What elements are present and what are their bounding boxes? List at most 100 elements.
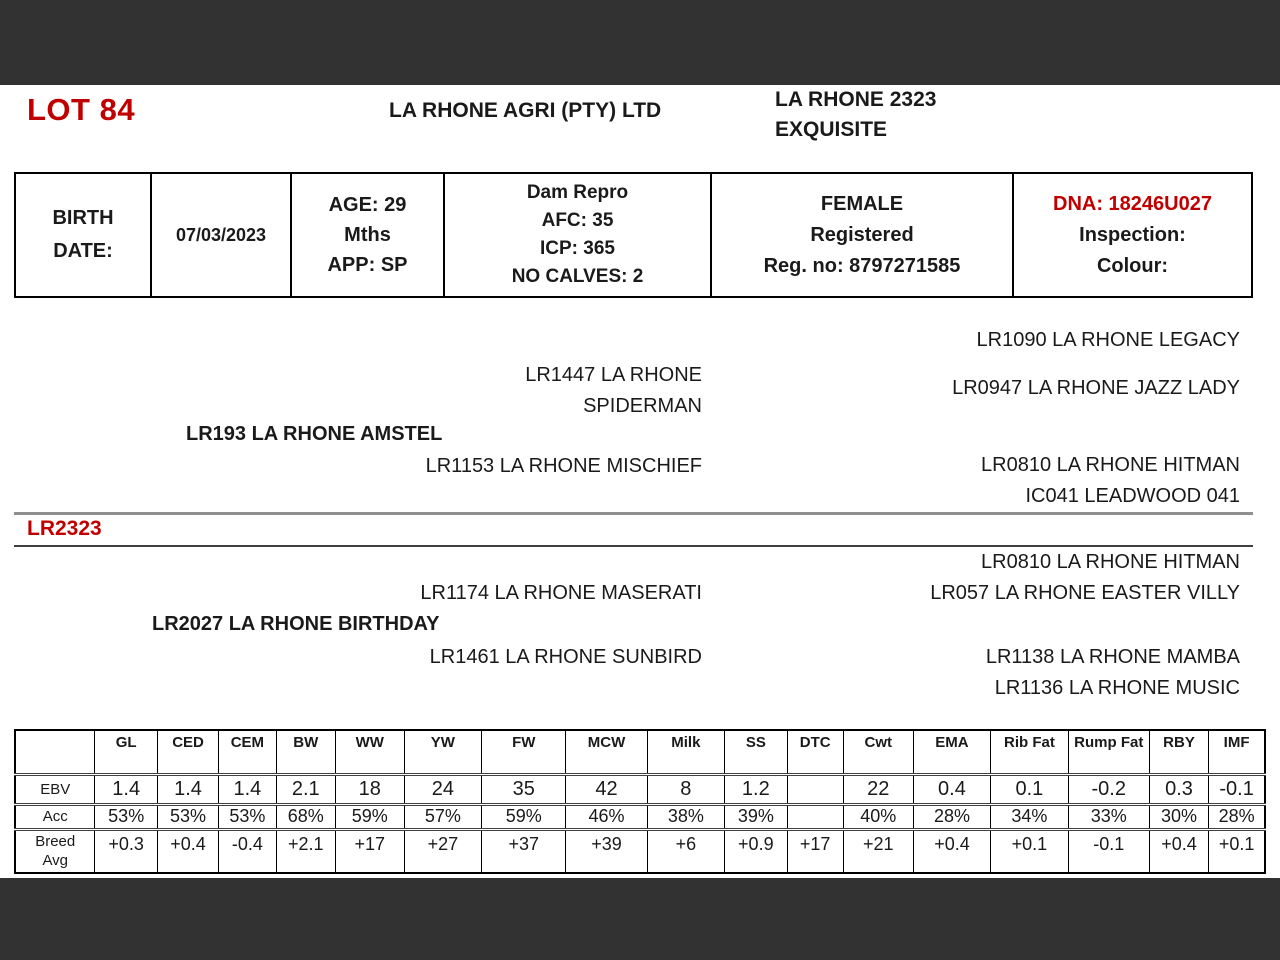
ebv-value-cell: 53% — [218, 802, 277, 829]
ebv-value-cell: 40% — [842, 802, 914, 829]
dam-repro-calves: NO CALVES: 2 — [511, 266, 644, 287]
inspection-label: Inspection: — [1079, 223, 1186, 246]
ebv-column-header: MCW — [565, 730, 648, 774]
ebv-column-header: Rump Fat — [1067, 730, 1150, 774]
dna-cell: DNA: 18246U027 Inspection: Colour: — [1012, 172, 1253, 298]
birth-date-value-cell: 07/03/2023 — [150, 172, 292, 298]
ebv-value-cell: 1.2 — [724, 772, 788, 804]
ebv-row: EBV 1.4 1.4 1.4 2.1 18 24 35 42 8 1.2 22 0.4 0.1 -0.2 0… — [14, 772, 1266, 804]
ebv-value-cell: +0.4 — [156, 827, 220, 873]
age-cell: AGE: 29 Mths APP: SP — [290, 172, 445, 298]
ebv-value-cell: +0.4 — [912, 827, 992, 873]
ebv-corner-cell — [14, 730, 96, 774]
ebv-column-header: Rib Fat — [990, 730, 1069, 774]
ebv-column-header: RBY — [1148, 730, 1210, 774]
ebv-value-cell: 53% — [94, 802, 158, 829]
animal-name: LA RHONE 2323 EXQUISITE — [775, 85, 936, 145]
bottom-band — [0, 878, 1280, 960]
ebv-value-cell: -0.1 — [1067, 827, 1150, 873]
ebv-column-header: EMA — [912, 730, 992, 774]
ebv-value-cell: +0.3 — [94, 827, 158, 873]
pedigree-dam-dam-dam: LR1136 LA RHONE MUSIC — [994, 677, 1240, 699]
ebv-column-header: WW — [334, 730, 405, 774]
subject-divider-top — [14, 512, 1253, 515]
pedigree-dam-sire-dam: LR057 LA RHONE EASTER VILLY — [930, 582, 1240, 604]
sex-value: FEMALE — [820, 192, 904, 215]
colour-label: Colour: — [1096, 254, 1169, 277]
ebv-value-cell: +0.4 — [1148, 827, 1210, 873]
animal-name-line1: LA RHONE 2323 — [775, 88, 937, 111]
pedigree-subject-id: LR2323 — [27, 517, 102, 540]
ebv-value-cell: +0.9 — [724, 827, 788, 873]
age-line1: AGE: 29 — [328, 194, 407, 216]
ebv-value-cell — [786, 802, 844, 829]
registration-cell: FEMALE Registered Reg. no: 8797271585 — [710, 172, 1014, 298]
pedigree-sire-sire-dam: LR0947 LA RHONE JAZZ LADY — [952, 377, 1240, 399]
pedigree-dam-sire-sire: LR0810 LA RHONE HITMAN — [981, 551, 1240, 573]
age-line3: APP: SP — [327, 254, 408, 276]
ebv-value-cell: 24 — [403, 772, 483, 804]
registration-number: Reg. no: 8797271585 — [763, 254, 961, 277]
ebv-value-cell: 1.4 — [156, 772, 220, 804]
ebv-value-cell: 59% — [334, 802, 405, 829]
dna-number: DNA: 18246U027 — [1053, 192, 1212, 215]
pedigree-sire-dam-dam: IC041 LEADWOOD 041 — [1025, 485, 1240, 507]
ebv-value-cell: 59% — [481, 802, 567, 829]
ebv-value-cell: 18 — [334, 772, 405, 804]
pedigree-dam-dam: LR1461 LA RHONE SUNBIRD — [429, 646, 702, 668]
ebv-value-cell — [786, 772, 844, 804]
ebv-value-cell: 35 — [481, 772, 567, 804]
ebv-column-header: IMF — [1208, 730, 1266, 774]
ebv-table-head-row: GL CED CEM BW WW YW FW MCW Milk SS DTC Cwt EMA Rib Fa… — [14, 730, 1266, 774]
ebv-column-header: FW — [481, 730, 567, 774]
ebv-value-cell: +17 — [334, 827, 405, 873]
registered-status: Registered — [810, 223, 914, 246]
company-title: LA RHONE AGRI (PTY) LTD — [389, 99, 662, 122]
ebv-column-header: YW — [403, 730, 483, 774]
pedigree-dam: LR2027 LA RHONE BIRTHDAY — [152, 613, 440, 635]
ebv-column-header: DTC — [786, 730, 844, 774]
ebv-column-header: Cwt — [842, 730, 914, 774]
animal-name-line2: EXQUISITE — [775, 118, 888, 141]
ebv-value-cell: +17 — [786, 827, 844, 873]
ebv-value-cell: +0.1 — [1208, 827, 1266, 873]
pedigree-dam-sire: LR1174 LA RHONE MASERATI — [420, 582, 702, 604]
info-table: BIRTH DATE: 07/03/2023 AGE: 29 Mths APP:… — [14, 172, 1253, 298]
ebv-row-label: Breed Avg — [14, 827, 96, 873]
top-band — [0, 0, 1280, 85]
ebv-value-cell: +0.1 — [990, 827, 1069, 873]
ebv-column-header: SS — [724, 730, 788, 774]
ebv-value-cell: 22 — [842, 772, 914, 804]
pedigree-sire-sire-line2: SPIDERMAN — [583, 395, 702, 417]
ebv-table: GL CED CEM BW WW YW FW MCW Milk SS DTC Cwt EMA Rib Fa… — [14, 729, 1266, 874]
ebv-value-cell: 33% — [1067, 802, 1150, 829]
ebv-value-cell: 57% — [403, 802, 483, 829]
breed-avg-row: Breed Avg +0.3 +0.4 -0.4 +2.1 +17 +27 +37 +39 +6 +… — [14, 827, 1266, 873]
ebv-column-header: CED — [156, 730, 220, 774]
ebv-value-cell: +37 — [481, 827, 567, 873]
ebv-row-label: Acc — [14, 802, 96, 829]
dam-repro-cell: Dam Repro AFC: 35 ICP: 365 NO CALVES: 2 — [443, 172, 712, 298]
ebv-value-cell: 1.4 — [218, 772, 277, 804]
ebv-value-cell: 0.3 — [1148, 772, 1210, 804]
birth-date-label-cell: BIRTH DATE: — [14, 172, 152, 298]
ebv-value-cell: 8 — [646, 772, 726, 804]
ebv-column-header: GL — [94, 730, 158, 774]
ebv-value-cell: +39 — [565, 827, 648, 873]
pedigree-sire-dam: LR1153 LA RHONE MISCHIEF — [425, 455, 702, 477]
dam-repro-icp: ICP: 365 — [540, 238, 615, 259]
ebv-value-cell: 53% — [156, 802, 220, 829]
ebv-value-cell: 68% — [275, 802, 336, 829]
ebv-value-cell: 1.4 — [94, 772, 158, 804]
ebv-value-cell: 0.4 — [912, 772, 992, 804]
pedigree-sire-sire-sire: LR1090 LA RHONE LEGACY — [976, 329, 1240, 351]
subject-divider-bottom — [14, 545, 1253, 547]
ebv-value-cell: 2.1 — [275, 772, 336, 804]
ebv-value-cell: 34% — [990, 802, 1069, 829]
birth-label-line2: DATE: — [53, 240, 113, 262]
dam-repro-title: Dam Repro — [526, 182, 629, 203]
birth-date-value: 07/03/2023 — [175, 224, 267, 245]
ebv-row-label: EBV — [14, 772, 96, 804]
pedigree-dam-dam-sire: LR1138 LA RHONE MAMBA — [985, 646, 1240, 668]
pedigree-sire-sire: LR1447 LA RHONE SPIDERMAN — [525, 360, 702, 422]
